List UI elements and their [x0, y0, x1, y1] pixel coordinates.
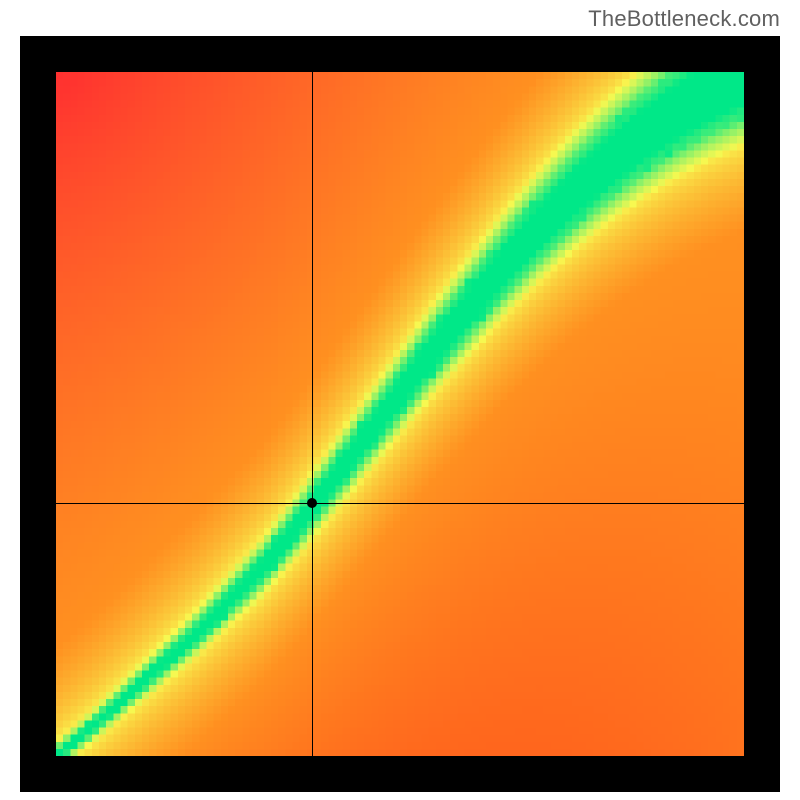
crosshair-vertical [312, 72, 313, 756]
chart-container: TheBottleneck.com [0, 0, 800, 800]
marker-dot [307, 498, 317, 508]
bottleneck-heatmap [56, 72, 744, 756]
crosshair-horizontal [56, 503, 744, 504]
watermark-text: TheBottleneck.com [588, 6, 780, 32]
chart-frame [20, 36, 780, 792]
